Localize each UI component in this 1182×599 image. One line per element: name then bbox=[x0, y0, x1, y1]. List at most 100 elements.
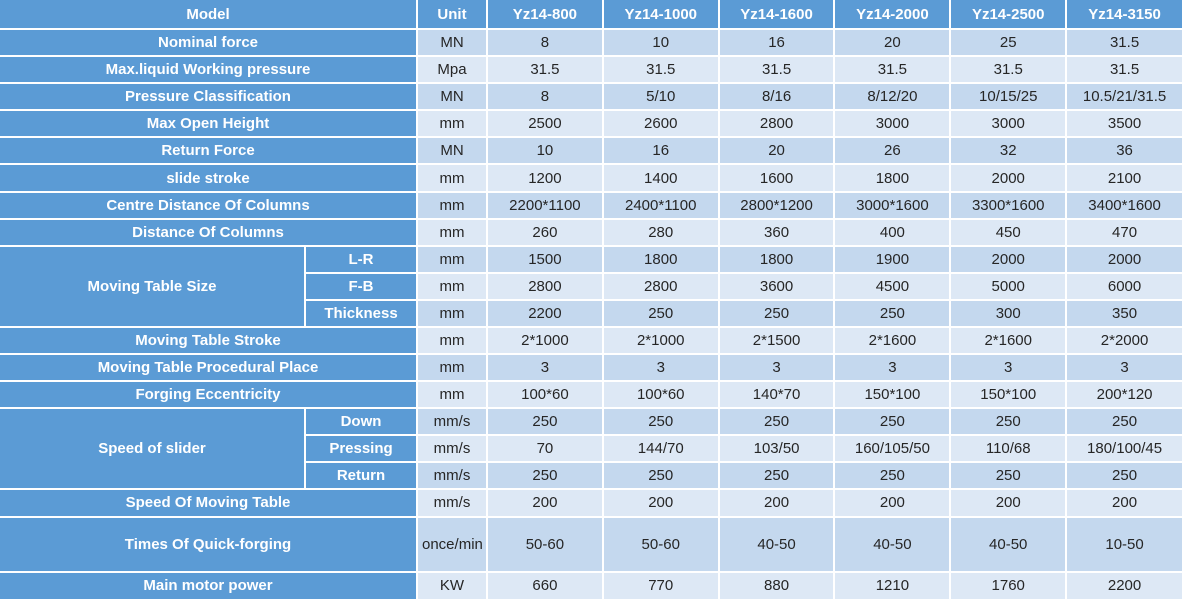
value-cell: 250 bbox=[601, 461, 720, 491]
unit-cell: mm/s bbox=[416, 407, 488, 437]
value-cell: 3000 bbox=[833, 109, 952, 139]
table-row: Forging Eccentricity mm 100*60 100*60 14… bbox=[0, 380, 1182, 410]
value-cell: 70 bbox=[486, 434, 604, 464]
value-cell: 250 bbox=[717, 461, 836, 491]
value-cell: 3000*1600 bbox=[833, 190, 952, 220]
value-cell: 3600 bbox=[717, 271, 836, 301]
value-cell: 250 bbox=[486, 461, 604, 491]
value-cell: 2600 bbox=[601, 109, 720, 139]
model-column-header: Yz14-1600 bbox=[717, 0, 836, 31]
value-cell: 3 bbox=[949, 353, 1068, 383]
unit-cell: mm bbox=[416, 163, 488, 193]
unit-cell: mm bbox=[416, 353, 488, 383]
value-cell: 31.5 bbox=[1065, 28, 1182, 58]
value-cell: 10-50 bbox=[1065, 515, 1182, 573]
value-cell: 350 bbox=[1065, 298, 1182, 328]
value-cell: 26 bbox=[833, 136, 952, 166]
row-label: Forging Eccentricity bbox=[0, 380, 418, 410]
table-row: Times Of Quick-forging once/min 50-60 50… bbox=[0, 515, 1182, 573]
row-sublabel: Down bbox=[304, 407, 418, 437]
value-cell: 250 bbox=[601, 298, 720, 328]
model-header-cell: Model bbox=[0, 0, 418, 31]
value-cell: 2800*1200 bbox=[717, 190, 836, 220]
value-cell: 10 bbox=[601, 28, 720, 58]
table-row: Thickness mm 2200 250 250 250 300 350 bbox=[0, 298, 1182, 328]
row-sublabel: Return bbox=[304, 461, 418, 491]
value-cell: 200 bbox=[486, 488, 604, 518]
value-cell: 110/68 bbox=[949, 434, 1068, 464]
value-cell: 200 bbox=[833, 488, 952, 518]
unit-cell: once/min bbox=[416, 515, 488, 573]
value-cell: 5/10 bbox=[601, 82, 720, 112]
table-row: Centre Distance Of Columns mm 2200*1100 … bbox=[0, 190, 1182, 220]
row-label: Distance Of Columns bbox=[0, 217, 418, 247]
value-cell: 200 bbox=[717, 488, 836, 518]
value-cell: 300 bbox=[949, 298, 1068, 328]
value-cell: 160/105/50 bbox=[833, 434, 952, 464]
table-row: Distance Of Columns mm 260 280 360 400 4… bbox=[0, 217, 1182, 247]
value-cell: 144/70 bbox=[601, 434, 720, 464]
row-sublabel: Thickness bbox=[304, 298, 418, 328]
row-label: Moving Table Stroke bbox=[0, 325, 418, 356]
value-cell: 1800 bbox=[833, 163, 952, 193]
value-cell: 250 bbox=[949, 461, 1068, 491]
model-column-header: Yz14-2500 bbox=[949, 0, 1068, 31]
value-cell: 8 bbox=[486, 28, 604, 58]
value-cell: 1800 bbox=[601, 244, 720, 274]
group-label: Speed of slider bbox=[0, 407, 306, 491]
value-cell: 1600 bbox=[717, 163, 836, 193]
value-cell: 3400*1600 bbox=[1065, 190, 1182, 220]
group-label: Moving Table Size bbox=[0, 244, 306, 328]
unit-cell: mm bbox=[416, 217, 488, 247]
table-row: slide stroke mm 1200 1400 1600 1800 2000… bbox=[0, 163, 1182, 193]
value-cell: 2200 bbox=[486, 298, 604, 328]
value-cell: 10/15/25 bbox=[949, 82, 1068, 112]
value-cell: 250 bbox=[717, 298, 836, 328]
table-header-row: Model Unit Yz14-800 Yz14-1000 Yz14-1600 … bbox=[0, 0, 1182, 31]
row-label: Speed Of Moving Table bbox=[0, 488, 418, 518]
value-cell: 2800 bbox=[601, 271, 720, 301]
table-row: Moving Table Procedural Place mm 3 3 3 3… bbox=[0, 353, 1182, 383]
value-cell: 250 bbox=[601, 407, 720, 437]
model-column-header: Yz14-2000 bbox=[833, 0, 952, 31]
value-cell: 2*1500 bbox=[717, 325, 836, 356]
row-sublabel: L-R bbox=[304, 244, 418, 274]
value-cell: 770 bbox=[601, 570, 720, 599]
unit-cell: mm bbox=[416, 325, 488, 356]
value-cell: 2200 bbox=[1065, 570, 1182, 599]
table-row: Pressure Classification MN 8 5/10 8/16 8… bbox=[0, 82, 1182, 112]
value-cell: 50-60 bbox=[486, 515, 604, 573]
value-cell: 2*1000 bbox=[486, 325, 604, 356]
value-cell: 100*60 bbox=[486, 380, 604, 410]
unit-cell: mm bbox=[416, 190, 488, 220]
value-cell: 250 bbox=[1065, 461, 1182, 491]
value-cell: 31.5 bbox=[601, 55, 720, 85]
row-label: Centre Distance Of Columns bbox=[0, 190, 418, 220]
value-cell: 36 bbox=[1065, 136, 1182, 166]
table-row: Main motor power KW 660 770 880 1210 176… bbox=[0, 570, 1182, 599]
unit-cell: mm bbox=[416, 298, 488, 328]
table-row: Max Open Height mm 2500 2600 2800 3000 3… bbox=[0, 109, 1182, 139]
value-cell: 2*1600 bbox=[833, 325, 952, 356]
table-row: Moving Table Size L-R mm 1500 1800 1800 … bbox=[0, 244, 1182, 328]
value-cell: 10 bbox=[486, 136, 604, 166]
row-sublabel: Pressing bbox=[304, 434, 418, 464]
value-cell: 16 bbox=[601, 136, 720, 166]
value-cell: 25 bbox=[949, 28, 1068, 58]
value-cell: 150*100 bbox=[833, 380, 952, 410]
value-cell: 1500 bbox=[486, 244, 604, 274]
unit-cell: mm bbox=[416, 380, 488, 410]
value-cell: 260 bbox=[486, 217, 604, 247]
table-row: Speed Of Moving Table mm/s 200 200 200 2… bbox=[0, 488, 1182, 518]
value-cell: 2000 bbox=[1065, 244, 1182, 274]
unit-cell: KW bbox=[416, 570, 488, 599]
row-label: Main motor power bbox=[0, 570, 418, 599]
unit-cell: Mpa bbox=[416, 55, 488, 85]
value-cell: 3 bbox=[833, 353, 952, 383]
value-cell: 250 bbox=[717, 407, 836, 437]
row-label: Return Force bbox=[0, 136, 418, 166]
value-cell: 880 bbox=[717, 570, 836, 599]
value-cell: 1400 bbox=[601, 163, 720, 193]
value-cell: 40-50 bbox=[833, 515, 952, 573]
